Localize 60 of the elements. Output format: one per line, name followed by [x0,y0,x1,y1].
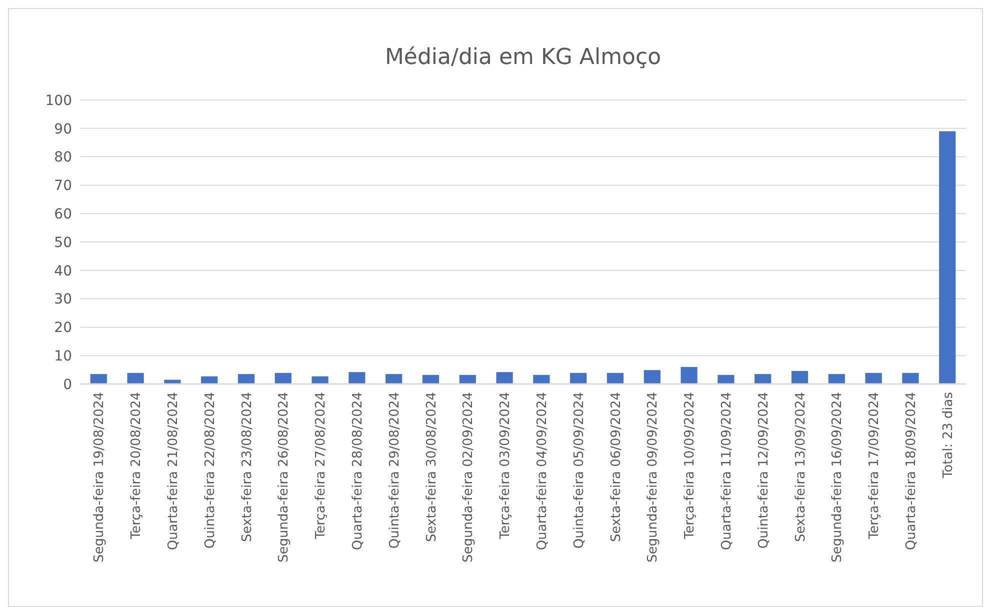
x-tick-label: Segunda-feira 09/09/2024 [646,392,661,562]
bar [90,374,107,384]
bar [201,376,218,384]
bar [459,374,476,384]
chart-title: Média/dia em KG Almoço [384,45,662,70]
x-tick-label: Quinta-feira 12/09/2024 [756,392,772,549]
bar [312,376,328,384]
x-tick-label: Sexta-feira 06/09/2024 [608,392,624,542]
x-tick-label: Terça-feira 10/09/2024 [682,392,698,540]
bar [718,374,734,384]
bar [902,372,919,384]
bar [865,372,882,384]
bar [238,374,255,384]
y-tick-label: 20 [54,320,72,336]
y-tick-label: 10 [54,348,72,364]
bar [127,372,144,384]
x-tick-label: Quarta-feira 18/09/2024 [904,392,920,550]
x-tick-label: Segunda-feira 16/09/2024 [830,392,846,562]
x-tick-label: Quinta-feira 05/09/2024 [572,392,587,549]
x-tick-label: Segunda-feira 19/08/2024 [92,392,108,562]
bar [939,131,956,384]
bar [606,372,624,384]
x-tick-label: Sexta-feira 30/08/2024 [424,392,440,542]
x-tick-label: Quarta-feira 11/09/2024 [720,392,735,550]
y-tick-label: 70 [54,178,72,194]
x-tick-label: Segunda-feira 02/09/2024 [461,392,476,562]
y-tick-label: 40 [54,263,72,280]
y-tick-label: 90 [54,121,72,138]
y-tick-label: 50 [54,234,72,251]
x-tick-label: Total: 23 dias [940,392,956,480]
bar [496,372,513,384]
bar [680,366,698,384]
x-tick-label: Sexta-feira 23/08/2024 [240,392,255,542]
bar [754,374,772,384]
x-tick-label: Quinta-feira 29/08/2024 [387,392,402,549]
x-tick-label: Sexta-feira 13/09/2024 [793,392,808,542]
bar [422,374,440,384]
x-tick-label: Terça-feira 17/09/2024 [867,392,882,540]
x-tick-label: Quarta-feira 04/09/2024 [535,392,550,550]
x-tick-label: Quarta-feira 21/08/2024 [166,392,181,550]
y-tick-label: 100 [45,92,72,109]
bar [570,372,587,384]
bar [791,370,808,384]
bar [644,370,660,384]
bar [533,374,550,384]
x-tick-label: Terça-feira 03/09/2024 [498,392,514,540]
x-tick-label: Quinta-feira 22/08/2024 [202,392,218,549]
bar [274,372,292,384]
bar [164,380,181,384]
x-tick-label: Terça-feira 20/08/2024 [129,392,144,540]
x-tick-label: Terça-feira 27/08/2024 [314,392,329,540]
x-tick-label: Quarta-feira 28/08/2024 [350,392,366,550]
bar [828,374,845,384]
y-tick-label: 30 [54,292,72,308]
y-tick-label: 0 [63,376,72,393]
y-tick-label: 60 [54,206,72,222]
bar [386,374,402,384]
x-tick-label: Segunda-feira 26/08/2024 [276,392,292,562]
bar [348,372,366,384]
y-tick-label: 80 [54,150,72,166]
